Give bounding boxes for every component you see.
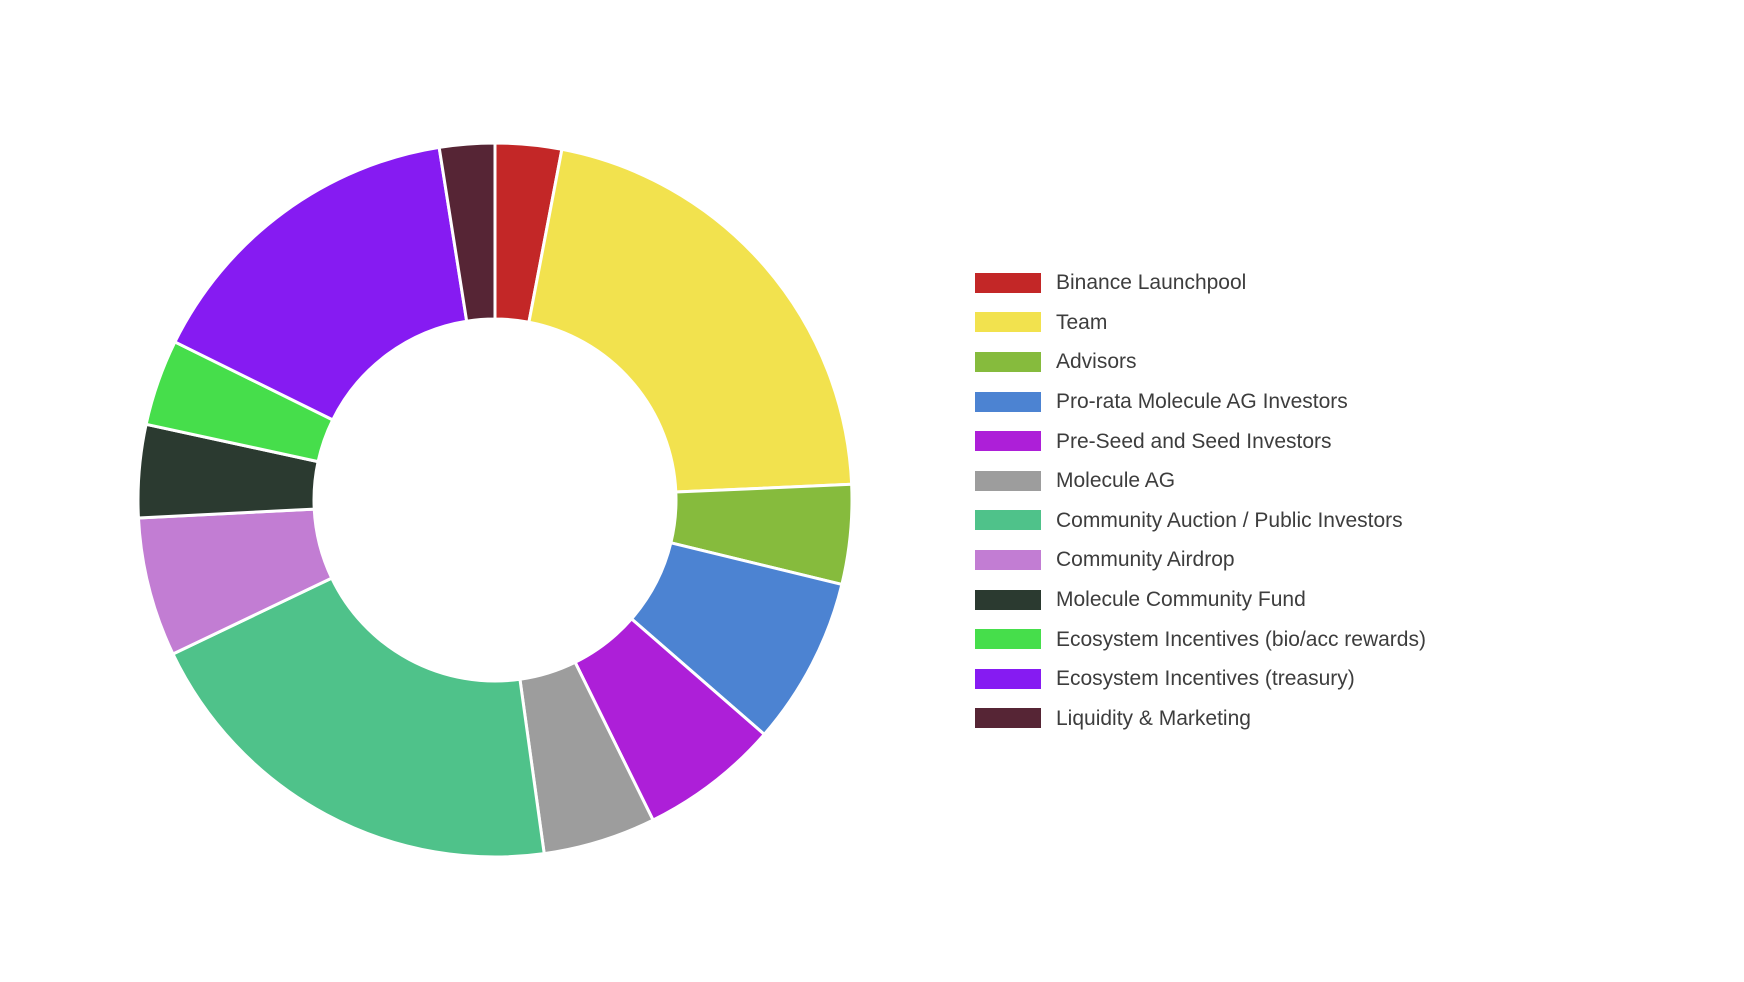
legend-swatch [975,589,1041,610]
legend-swatch [975,668,1041,689]
legend-label: Pro-rata Molecule AG Investors [1056,390,1348,414]
legend-label: Team [1056,310,1108,334]
legend-label: Liquidity & Marketing [1056,706,1251,730]
legend-label: Binance Launchpool [1056,271,1247,295]
legend-item-binance-launchpool[interactable]: Binance Launchpool [975,263,1426,303]
legend-item-pro-rata-molecule-ag-investors[interactable]: Pro-rata Molecule AG Investors [975,382,1426,422]
legend-item-molecule-ag[interactable]: Molecule AG [975,461,1426,501]
legend-label: Pre-Seed and Seed Investors [1056,429,1332,453]
legend-label: Community Auction / Public Investors [1056,508,1403,532]
legend-swatch [975,272,1041,293]
legend-item-ecosystem-incentives-bio-acc-rewards[interactable]: Ecosystem Incentives (bio/acc rewards) [975,619,1426,659]
legend-label: Molecule AG [1056,469,1176,493]
legend-label: Ecosystem Incentives (treasury) [1056,667,1355,691]
legend-label: Community Airdrop [1056,548,1235,572]
legend-item-molecule-community-fund[interactable]: Molecule Community Fund [975,580,1426,620]
legend-label: Ecosystem Incentives (bio/acc rewards) [1056,627,1426,651]
legend-item-pre-seed-and-seed-investors[interactable]: Pre-Seed and Seed Investors [975,421,1426,461]
legend-swatch [975,351,1041,372]
legend-item-community-auction-public-investors[interactable]: Community Auction / Public Investors [975,501,1426,541]
legend-swatch [975,549,1041,570]
legend-swatch [975,312,1041,333]
pie-slice-ecosystem-incentives-treasury[interactable] [173,145,469,422]
chart-legend: Binance Launchpool Team Advisors Pro-rata M… [975,263,1426,738]
legend-swatch [975,629,1041,650]
legend-label: Molecule Community Fund [1056,588,1306,612]
legend-swatch [975,708,1041,729]
legend-swatch [975,510,1041,531]
pie-slice-team[interactable] [527,147,854,494]
legend-item-team[interactable]: Team [975,303,1426,343]
legend-swatch [975,431,1041,452]
legend-swatch [975,391,1041,412]
legend-swatch [975,470,1041,491]
legend-label: Advisors [1056,350,1137,374]
legend-item-community-airdrop[interactable]: Community Airdrop [975,540,1426,580]
pie-slice-liquidity-marketing[interactable] [437,141,497,323]
legend-item-liquidity-marketing[interactable]: Liquidity & Marketing [975,699,1426,739]
pie-slice-community-auction-public-investors[interactable] [171,576,546,859]
legend-item-advisors[interactable]: Advisors [975,342,1426,382]
legend-item-ecosystem-incentives-treasury[interactable]: Ecosystem Incentives (treasury) [975,659,1426,699]
